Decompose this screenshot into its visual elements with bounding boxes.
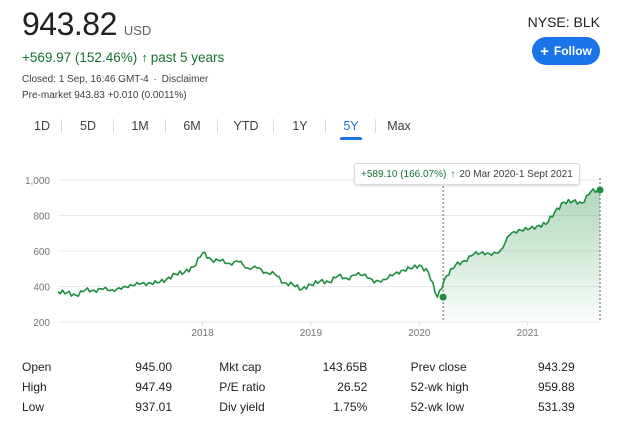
stat-52wk-low: 52-wk low 531.39 [411,400,602,414]
tab-label: YTD [233,119,259,133]
range-start-dot [439,293,447,301]
stat-value: 945.00 [135,360,172,374]
highlight-area [443,188,600,322]
tab-label: 5D [80,119,96,133]
tab-label: 6M [183,119,201,133]
stat-label: Low [22,400,45,414]
tooltip-change: +589.10 (166.07%) [361,168,447,180]
exchange-ticker: NYSE: BLK [527,14,600,30]
tab-5d[interactable]: 5D [62,112,114,140]
up-arrow-icon: ↑ [141,50,148,65]
tab-1y[interactable]: 1Y [274,112,326,140]
tab-label: 1M [131,119,149,133]
tab-divider [113,119,114,133]
stat-label: 52-wk high [410,380,469,394]
tab-divider [273,119,274,133]
closed-info: Closed: 1 Sep, 16:46 GMT-4 · Disclaimer [22,74,208,85]
stat-open: Open 945.00 [22,360,219,374]
stat-div-yield: Div yield 1.75% [219,400,410,414]
separator-dot: · [153,74,157,85]
tab-label: 1Y [292,119,308,133]
stat-52wk-high: 52-wk high 959.88 [411,380,602,394]
premarket-info: Pre-market 943.83 +0.010 (0.0011%) [22,90,187,101]
stat-label: High [22,380,47,394]
stat-label: P/E ratio [219,380,266,394]
tab-divider [61,119,62,133]
range-tabs: 1D 5D 1M 6M YTD 1Y 5Y Max [22,112,422,140]
stat-high: High 947.49 [22,380,219,394]
stat-value: 1.75% [333,400,368,414]
range-end-dot [596,186,604,194]
range-tooltip: +589.10 (166.07%) ↑ 20 Mar 2020-1 Sept 2… [354,163,580,185]
y-tick-label: 200 [33,318,50,329]
stat-value: 937.01 [135,400,172,414]
price-chart-svg[interactable]: 200 400 600 800 1,000 2018 2019 2020 2021 [0,150,622,350]
stat-label: Open [22,360,52,374]
stats-row: Low 937.01 Div yield 1.75% 52-wk low 531.39 [22,397,602,417]
tab-divider [165,119,166,133]
stat-value: 947.49 [135,380,172,394]
quote-header: 943.82 USD [22,6,151,43]
x-tick-label: 2018 [191,328,214,339]
price-change: +569.97 (152.46%) ↑ past 5 years [22,50,224,65]
stat-value: 531.39 [537,400,575,414]
stat-mkt-cap: Mkt cap 143.65B [219,360,410,374]
plus-icon: + [540,42,549,60]
key-stats: Open 945.00 Mkt cap 143.65B Prev close 943.… [22,357,602,417]
tab-divider [325,119,326,133]
stat-value: 959.88 [537,380,575,394]
stat-prev-close: Prev close 943.29 [411,360,602,374]
follow-button[interactable]: + Follow [532,37,600,65]
x-tick-label: 2019 [300,328,323,339]
stat-value: 26.52 [337,380,368,394]
stats-row: Open 945.00 Mkt cap 143.65B Prev close 943.… [22,357,602,377]
closed-time: 1 Sep, 16:46 GMT-4 [58,74,149,85]
tab-divider [375,119,376,133]
tab-max[interactable]: Max [376,112,422,140]
tab-6m[interactable]: 6M [166,112,218,140]
change-period: past 5 years [150,50,225,65]
disclaimer-link[interactable]: Disclaimer [161,74,209,85]
tab-label: 5Y [343,119,359,133]
tab-1m[interactable]: 1M [114,112,166,140]
stat-label: Div yield [219,400,265,414]
tab-divider [217,119,218,133]
tab-label: 1D [34,119,50,133]
up-arrow-icon: ↑ [450,168,456,180]
y-tick-label: 400 [33,283,50,294]
closed-prefix: Closed: [22,74,56,85]
stats-row: High 947.49 P/E ratio 26.52 52-wk high 959.… [22,377,602,397]
current-price: 943.82 [22,6,117,42]
price-chart[interactable]: 200 400 600 800 1,000 2018 2019 2020 2021 [0,150,622,350]
tab-ytd[interactable]: YTD [218,112,274,140]
price-line [57,188,601,298]
tab-5y[interactable]: 5Y [326,112,376,140]
stat-label: Prev close [410,360,467,374]
stat-low: Low 937.01 [22,400,219,414]
tab-1d[interactable]: 1D [22,112,62,140]
stat-value: 143.65B [322,360,368,374]
tab-label: Max [387,119,411,133]
stat-pe-ratio: P/E ratio 26.52 [219,380,410,394]
change-value: +569.97 (152.46%) [22,50,138,65]
x-tick-label: 2021 [517,328,540,339]
stat-label: 52-wk low [410,400,464,414]
y-tick-label: 800 [33,212,50,223]
follow-label: Follow [553,44,592,58]
tooltip-range: 20 Mar 2020-1 Sept 2021 [459,168,573,180]
currency-label: USD [123,23,152,38]
y-tick-label: 1,000 [25,176,50,187]
x-tick-label: 2020 [408,328,431,339]
stat-label: Mkt cap [219,360,262,374]
stat-value: 943.29 [537,360,575,374]
y-tick-label: 600 [33,247,50,258]
